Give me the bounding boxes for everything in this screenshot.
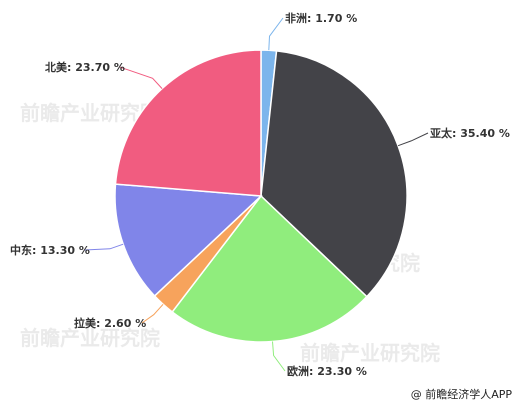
slices-group <box>114 49 408 343</box>
pie-slice-亚太 <box>260 50 408 298</box>
leader-line-亚太 <box>397 132 429 147</box>
labels-group: 非洲: 1.70 % 亚太: 35.40 % 欧洲: 23.30 % 拉美: 2.60… <box>10 11 510 378</box>
data-label-中东: 中东: 13.30 % <box>10 243 90 257</box>
leader-line-中东 <box>84 243 124 251</box>
source-credit: @ 前瞻经济学人APP <box>411 387 513 401</box>
pie-slice-中东 <box>114 183 263 298</box>
data-label-欧洲: 欧洲: 23.30 % <box>287 364 367 378</box>
watermark-text: 前瞻产业研究院 <box>20 326 160 350</box>
data-label-北美: 北美: 23.70 % <box>45 60 125 74</box>
leader-line-欧洲 <box>272 341 286 372</box>
leader-lines-group <box>84 17 429 372</box>
pie-slice-北美 <box>114 49 262 197</box>
data-label-亚太: 亚太: 35.40 % <box>430 126 510 140</box>
leader-line-非洲 <box>268 17 284 51</box>
leader-line-拉美 <box>141 303 164 324</box>
data-label-非洲: 非洲: 1.70 % <box>285 11 357 25</box>
data-label-拉美: 拉美: 2.60 % <box>74 316 146 330</box>
leader-line-北美 <box>119 66 163 89</box>
watermark-text: 前瞻产业研究院 <box>300 341 440 365</box>
